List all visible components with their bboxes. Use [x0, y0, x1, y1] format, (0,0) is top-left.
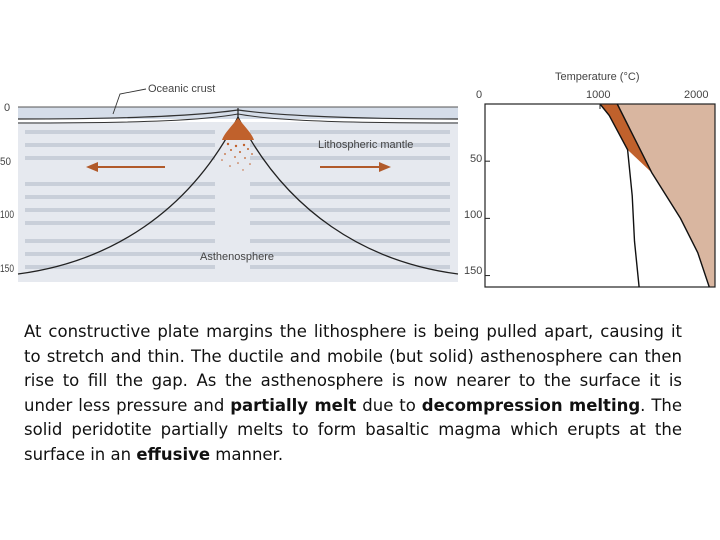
faded-text-lines [25, 130, 450, 269]
caption-bold-effusive: effusive [136, 444, 211, 464]
depth-tick-50: 50 [0, 156, 11, 168]
caption-text-4: manner. [210, 444, 284, 464]
caption-text-3: . The solid peridotite partially melts t… [24, 395, 683, 464]
x-tick-2000: 2000 [684, 89, 708, 101]
depth-tick-150: 150 [0, 263, 14, 275]
lithosphere-base-left [17, 116, 239, 275]
y-tick-150: 150 [464, 265, 482, 277]
solidus-line [599, 103, 640, 288]
plate-margin-diagram: Oceanic crust Lithospheric mantle Asthen… [0, 83, 459, 282]
divergence-arrow-left [86, 162, 165, 172]
caption-text-1: At constructive plate margins the lithos… [24, 322, 682, 415]
y-tick-labels: 50 100 150 [464, 153, 482, 277]
depth-tick-0: 0 [4, 102, 10, 114]
temperature-depth-chart: Temperature (°C) 0 1000 2000 50 100 150 [464, 71, 716, 288]
x-tick-0: 0 [476, 89, 482, 101]
caption-paragraph: At constructive plate margins the lithos… [24, 320, 682, 467]
lithosphere-base-right [237, 116, 459, 275]
geotherm-line [616, 103, 710, 288]
y-tick-100: 100 [464, 209, 482, 221]
chart-plot-area [484, 103, 716, 288]
label-oceanic-crust: Oceanic crust [148, 83, 215, 95]
caption-text-2: due to [356, 395, 422, 415]
chart-title: Temperature (°C) [555, 71, 639, 83]
y-tick-50: 50 [470, 153, 482, 165]
depth-tick-100: 100 [0, 209, 14, 221]
x-tick-labels: 0 1000 2000 [476, 89, 708, 101]
melt-zone [222, 118, 254, 140]
label-lithospheric-mantle: Lithospheric mantle [318, 139, 413, 151]
melt-speckle [221, 142, 253, 171]
divergence-arrow-right [320, 162, 391, 172]
x-tick-1000: 1000 [586, 89, 610, 101]
oceanic-crust-leader [112, 88, 147, 115]
caption-bold-decompression-melting: decompression melting [421, 395, 641, 415]
label-asthenosphere: Asthenosphere [200, 251, 274, 263]
caption-bold-partially-melt: partially melt [230, 395, 357, 415]
